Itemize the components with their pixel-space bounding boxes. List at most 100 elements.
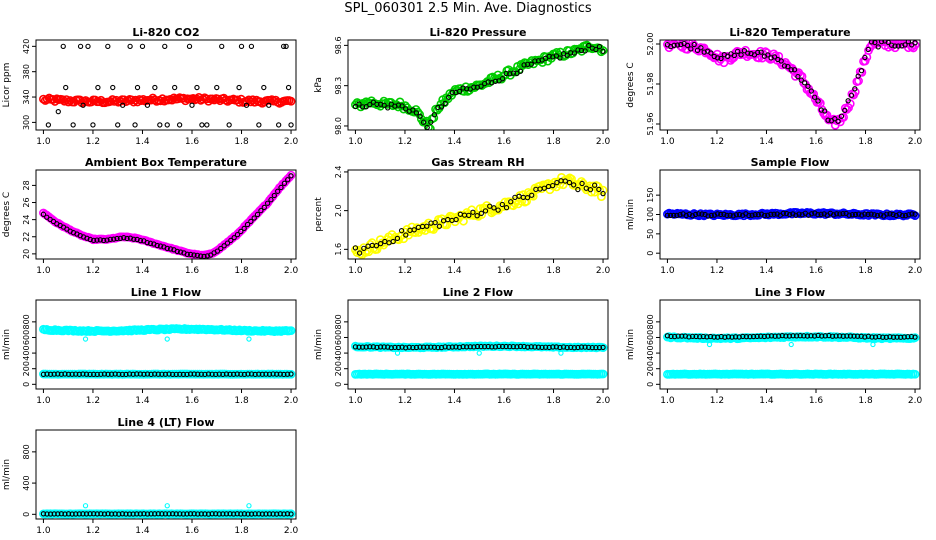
data-point [77, 43, 84, 49]
data-point [167, 246, 174, 252]
data-point [566, 179, 573, 186]
data-point [285, 84, 292, 91]
data-point [786, 333, 793, 339]
data-point [568, 344, 574, 350]
data-point [671, 333, 678, 340]
data-point [261, 204, 267, 211]
data-point [356, 344, 362, 350]
data-point [216, 371, 222, 377]
data-point [209, 371, 215, 377]
y-tick-label: 600 [334, 330, 343, 345]
data-point [82, 503, 89, 509]
data-point [674, 42, 681, 48]
data-point [428, 119, 434, 125]
y-tick-label: 0 [22, 512, 31, 517]
x-tick-label: 2.0 [908, 266, 923, 276]
data-point [707, 333, 714, 340]
data-point [238, 371, 244, 377]
data-point [227, 371, 233, 377]
y-tick-label: 20 [22, 249, 31, 259]
data-point [870, 341, 876, 348]
data-point [711, 334, 717, 340]
data-point [805, 83, 811, 89]
data-point [87, 236, 93, 243]
x-tick-label: 1.0 [348, 137, 363, 147]
data-point [768, 211, 774, 217]
data-point [394, 235, 401, 242]
data-point [236, 84, 242, 91]
data-point [417, 113, 423, 119]
page-title: SPL_060301 2.5 Min. Ave. Diagnostics [344, 1, 592, 16]
data-point [127, 43, 133, 49]
data-point [116, 511, 122, 517]
data-point [214, 248, 221, 254]
data-point [596, 186, 602, 193]
data-point [214, 84, 220, 91]
data-point [199, 122, 205, 128]
panel-9: Line 4 (LT) Flow ml/min 1.0 1.2 1.4 1.6 1.8 2.0… [2, 416, 298, 536]
data-point [600, 48, 606, 54]
data-point [256, 371, 262, 377]
data-point [788, 67, 794, 73]
y-tick-label: 98.0 [334, 117, 343, 135]
data-point [525, 61, 531, 68]
data-point [546, 344, 552, 351]
y-axis-label: degrees C [2, 192, 12, 237]
x-tick-label: 1.6 [809, 137, 824, 147]
data-point [797, 333, 803, 339]
data-point [787, 211, 793, 218]
data-point [743, 334, 750, 340]
x-tick-label: 1.8 [546, 396, 561, 406]
data-point [97, 237, 103, 243]
x-tick-label: 1.4 [135, 396, 150, 406]
data-point [542, 344, 549, 350]
data-point [69, 371, 75, 377]
panel-3: Ambient Box Temperature degrees C 1.0 1.2 1.… [2, 156, 298, 276]
panel-title: Li-820 CO2 [132, 26, 199, 39]
data-point [471, 344, 477, 350]
data-point [840, 210, 846, 217]
data-point [268, 197, 274, 203]
data-point [147, 240, 154, 246]
x-tick-label: 1.2 [710, 396, 724, 406]
data-point [467, 344, 473, 350]
x-tick-label: 1.2 [86, 266, 100, 276]
data-point [699, 211, 705, 217]
y-tick-label: 340 [22, 89, 31, 104]
data-point [274, 511, 280, 517]
data-point [854, 76, 863, 86]
y-tick-label: 400 [22, 475, 31, 490]
data-point [159, 511, 165, 517]
data-point [144, 239, 150, 246]
data-point [880, 334, 886, 340]
data-point [120, 102, 126, 108]
data-point [910, 369, 920, 379]
x-tick-label: 1.4 [135, 266, 150, 276]
data-point [845, 98, 851, 104]
data-point [877, 212, 884, 218]
data-point [910, 40, 920, 50]
data-point [82, 336, 89, 342]
x-tick-label: 2.0 [908, 137, 923, 147]
data-point [801, 333, 807, 339]
y-tick-label: 800 [646, 314, 655, 329]
data-point [406, 344, 412, 350]
data-point [732, 334, 739, 340]
x-tick-label: 1.2 [398, 137, 412, 147]
data-point [219, 43, 225, 49]
data-point [107, 236, 113, 243]
data-point [438, 104, 445, 110]
data-point [503, 343, 509, 350]
data-point [718, 211, 724, 218]
data-point [495, 207, 501, 213]
data-point [187, 511, 194, 517]
data-points [39, 324, 296, 379]
data-point [758, 333, 764, 339]
data-point [855, 211, 862, 217]
data-point [55, 511, 61, 517]
data-point [410, 107, 416, 113]
data-point [108, 371, 115, 377]
y-tick-label: 400 [646, 345, 655, 360]
data-point [829, 333, 836, 339]
data-point [256, 122, 262, 128]
